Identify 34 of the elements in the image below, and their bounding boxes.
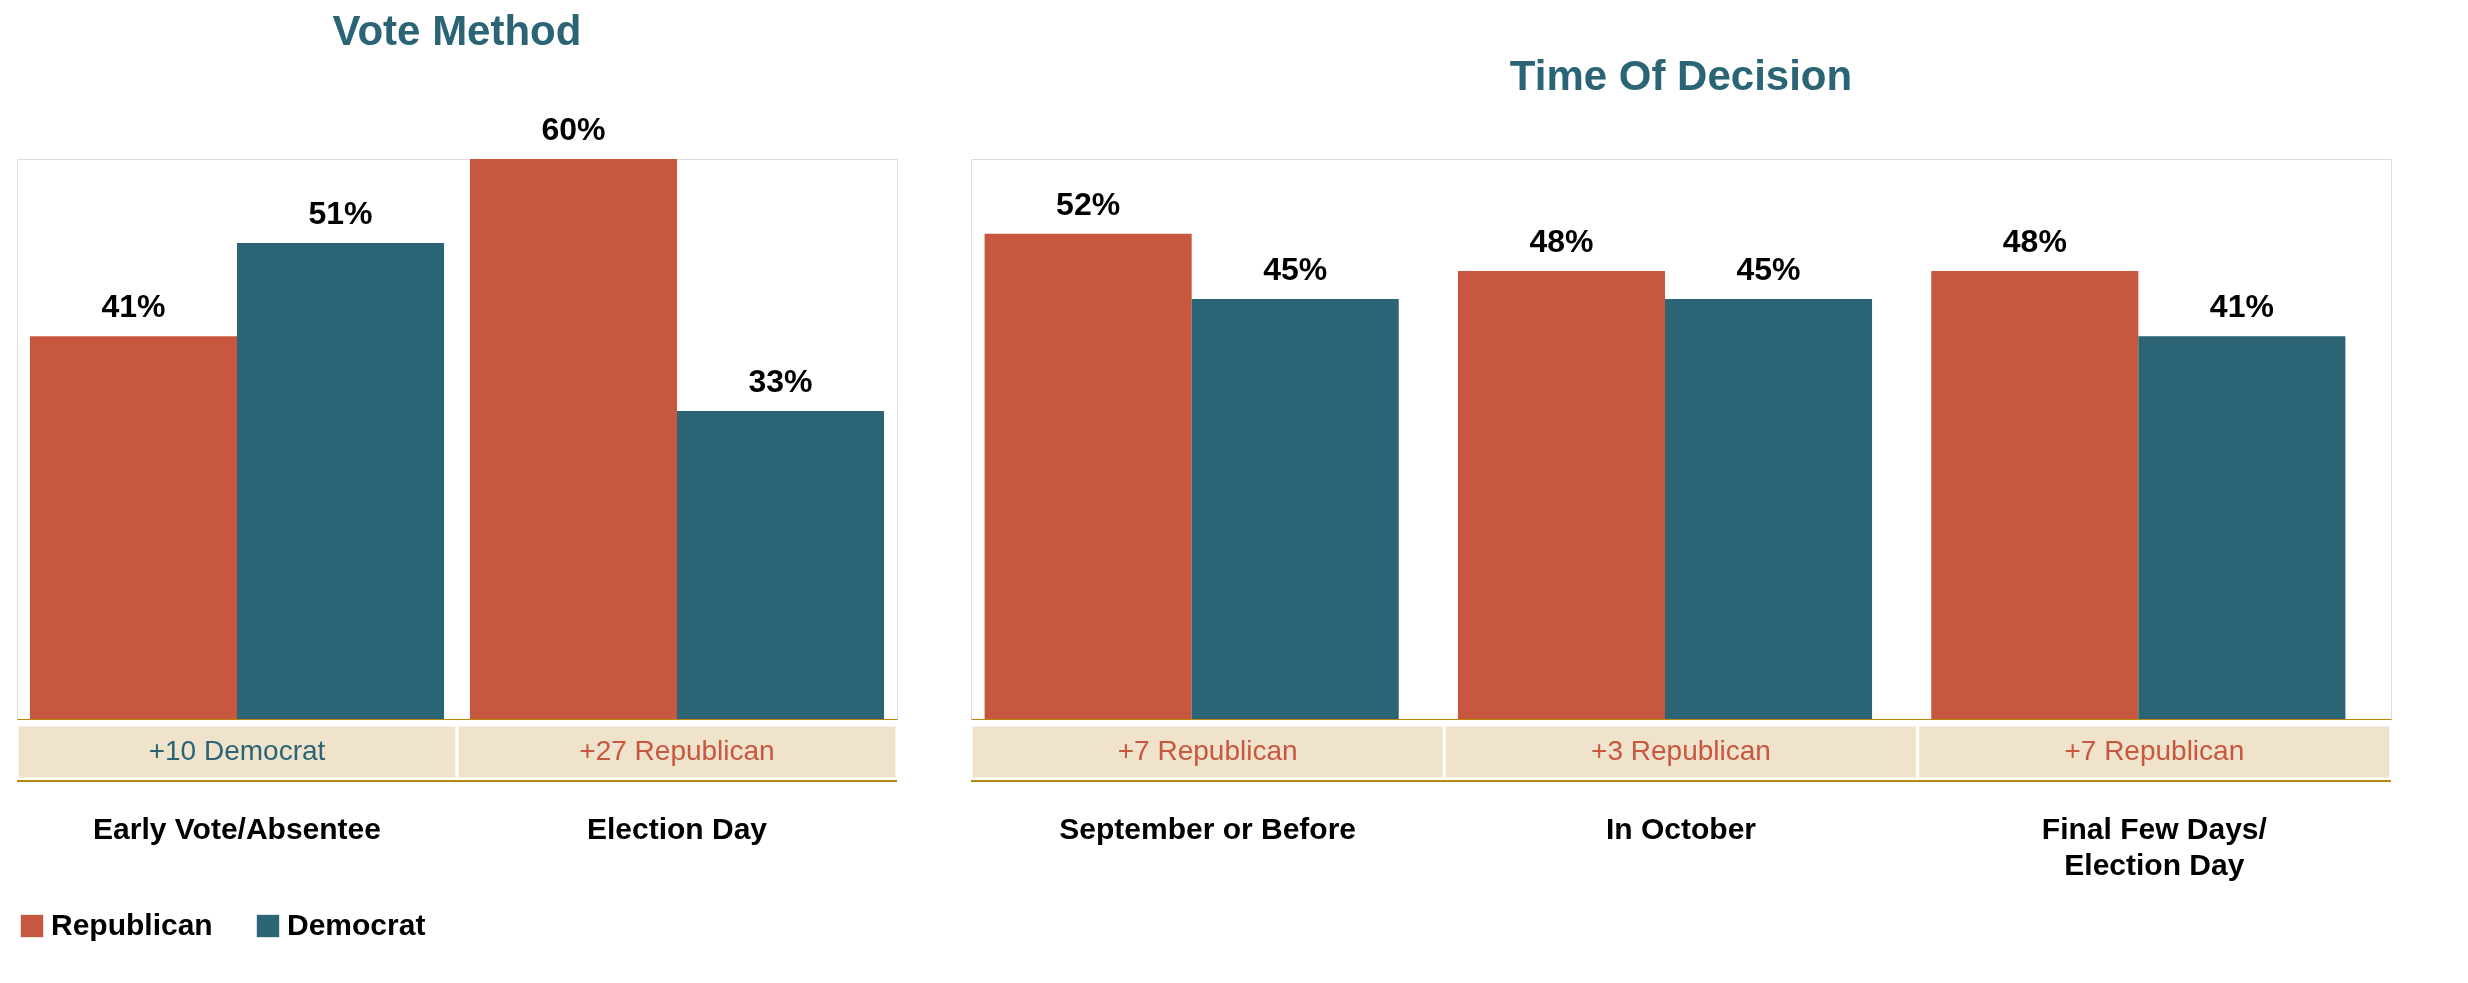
data-label: 33% xyxy=(748,363,813,399)
data-label: 51% xyxy=(308,195,373,231)
bar xyxy=(1457,271,1665,719)
x-tick-label: Early Vote/Absentee xyxy=(93,811,381,845)
text: +7 Republican xyxy=(1117,735,1298,766)
bar xyxy=(469,159,677,719)
data-label: 48% xyxy=(1529,223,1594,259)
x-tick-label: Election Day xyxy=(586,811,768,845)
bar xyxy=(2138,336,2346,719)
data-label: 41% xyxy=(2209,288,2274,325)
bar xyxy=(29,336,237,719)
bar xyxy=(237,243,445,719)
data-label: 52% xyxy=(1056,185,1121,222)
bar xyxy=(1931,271,2139,719)
text: +7 Republican xyxy=(2064,735,2245,766)
bar xyxy=(1665,299,1873,719)
x-tick-label: September or Before xyxy=(1059,811,1357,845)
chart-title: Time Of Decision xyxy=(1509,52,1853,99)
legend-label: Republican xyxy=(51,908,213,941)
text: +27 Republican xyxy=(579,735,775,766)
data-label: 48% xyxy=(2002,223,2067,259)
data-label: 45% xyxy=(1263,251,1328,287)
bar xyxy=(677,411,885,719)
data-label: 41% xyxy=(101,288,166,325)
x-tick-label: Final Few Days/ Election Day xyxy=(2041,811,2268,881)
bar xyxy=(1191,299,1399,719)
data-label: 45% xyxy=(1736,251,1801,287)
chart-title: Vote Method xyxy=(332,7,582,54)
x-tick-label: In October xyxy=(1605,811,1757,845)
legend-label: Democrat xyxy=(287,908,426,941)
text: +10 Democrat xyxy=(148,735,326,766)
bar xyxy=(984,233,1192,719)
text: +3 Republican xyxy=(1591,735,1771,766)
data-label: 60% xyxy=(541,111,606,147)
